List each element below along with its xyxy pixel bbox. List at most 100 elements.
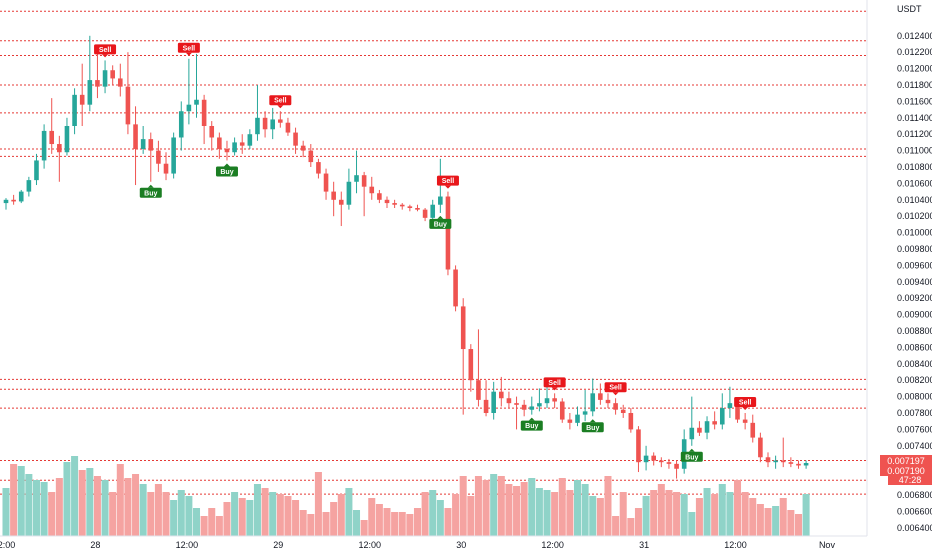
candle-body: [659, 460, 664, 463]
volume-bar: [566, 490, 574, 536]
buy-marker-label: Buy: [144, 190, 157, 197]
volume-bar: [192, 508, 201, 536]
price-tick-label: 0.009400: [897, 277, 932, 287]
candle-body: [544, 398, 550, 404]
volume-bar: [528, 478, 536, 536]
price-tick-label: 0.009200: [897, 293, 932, 303]
buy-marker: [429, 218, 452, 229]
candle-body: [651, 455, 656, 461]
candle-body: [521, 404, 527, 410]
price-tick-label: 0.011400: [897, 113, 932, 123]
candle-body: [803, 463, 809, 466]
candle-body: [148, 139, 154, 151]
price-tick-label: 0.008200: [897, 375, 932, 385]
candle-body: [95, 80, 100, 87]
volume-bar: [139, 484, 147, 536]
volume-bar: [391, 512, 399, 536]
volume-bar: [177, 490, 185, 536]
buy-marker-pointer: [589, 419, 596, 423]
buy-marker-pointer: [223, 163, 230, 167]
volume-bar: [612, 516, 620, 536]
volume-bar: [734, 480, 742, 536]
volume-bar: [505, 484, 513, 536]
volume-bar: [558, 478, 566, 536]
volume-bar: [93, 476, 101, 536]
volume-bar: [48, 492, 56, 536]
volume-bar: [436, 500, 444, 536]
second-price-text: 0.007190: [887, 466, 925, 476]
candle-body: [354, 175, 359, 182]
candle-body: [765, 457, 771, 463]
candle-body: [399, 204, 405, 207]
candle-body: [377, 193, 382, 200]
candle-body: [338, 199, 344, 205]
sell-marker: [269, 95, 292, 106]
signal-layer: Sell Buy Sell Buy Sell Sell Buy Sell Buy Sell Buy S…: [94, 42, 757, 462]
volume-bar: [787, 510, 795, 536]
volume-bar: [604, 476, 612, 536]
price-tick-label: 0.007400: [897, 441, 932, 451]
price-tick-label: 0.012200: [897, 47, 932, 57]
volume-bar: [299, 510, 307, 536]
volume-bar: [406, 514, 414, 536]
candle-body: [26, 180, 32, 192]
buy-marker-pointer: [437, 215, 444, 219]
volume-bar: [642, 496, 650, 536]
buy-marker-label: Buy: [434, 221, 447, 228]
candle-body: [57, 144, 62, 153]
time-tick-label: 29: [273, 540, 283, 550]
sell-marker-pointer: [444, 185, 451, 189]
volume-bar: [322, 512, 330, 536]
candle-body: [445, 196, 451, 270]
candle-body: [34, 160, 39, 181]
time-tick-label: 12:00: [0, 540, 15, 550]
price-tick-label: 0.006600: [897, 506, 932, 516]
candle-body: [712, 421, 717, 425]
sell-marker: [94, 44, 117, 55]
volume-bar: [551, 492, 559, 536]
price-tick-label: 0.007600: [897, 424, 932, 434]
price-tick-label: 0.007800: [897, 408, 932, 418]
sell-marker-label: Sell: [548, 380, 561, 387]
volume-bar: [71, 456, 79, 536]
time-tick-label: Nov: [819, 540, 836, 550]
last-price-text: 0.007197: [887, 456, 925, 466]
volume-bar: [10, 464, 18, 536]
time-axis[interactable]: 12:00 28 12:00 29 12:00 30 12:00 31 12:00 Nov: [0, 535, 867, 550]
volume-bar: [170, 500, 178, 536]
candle-body: [506, 398, 512, 404]
volume-bar: [421, 492, 429, 536]
volume-bar: [345, 488, 353, 536]
candle-body: [11, 199, 16, 202]
volume-bar: [695, 498, 703, 536]
buy-marker-pointer: [688, 448, 695, 452]
sell-marker: [436, 175, 459, 186]
sell-marker-pointer: [551, 387, 558, 391]
volume-bar: [680, 494, 688, 536]
volume-bar: [330, 502, 338, 536]
volume-bar: [581, 484, 589, 536]
volume-bar: [459, 476, 467, 536]
candle-body: [788, 462, 794, 464]
volume-bar: [32, 480, 40, 536]
candle-body: [750, 422, 756, 438]
volume-bar: [688, 512, 696, 536]
sell-marker-label: Sell: [739, 400, 752, 407]
candle-body: [582, 411, 588, 415]
candle-body: [217, 137, 222, 149]
candle-body: [758, 437, 763, 458]
candle-body: [87, 80, 93, 105]
volume-bar: [116, 464, 124, 536]
candle-body: [476, 380, 481, 400]
second-price-tag: [880, 465, 932, 476]
time-tick-label: 31: [639, 540, 649, 550]
candle-body: [453, 269, 458, 307]
price-tick-label: 0.012400: [897, 31, 932, 41]
candle-body: [590, 393, 596, 412]
price-tick-label: 0.010000: [897, 228, 932, 238]
price-axis[interactable]: USDT 0.0064000.0066000.0068000.0070000.0…: [866, 0, 932, 536]
candle-body: [239, 142, 245, 146]
candle-body: [537, 403, 542, 407]
volume-bar: [261, 488, 269, 536]
